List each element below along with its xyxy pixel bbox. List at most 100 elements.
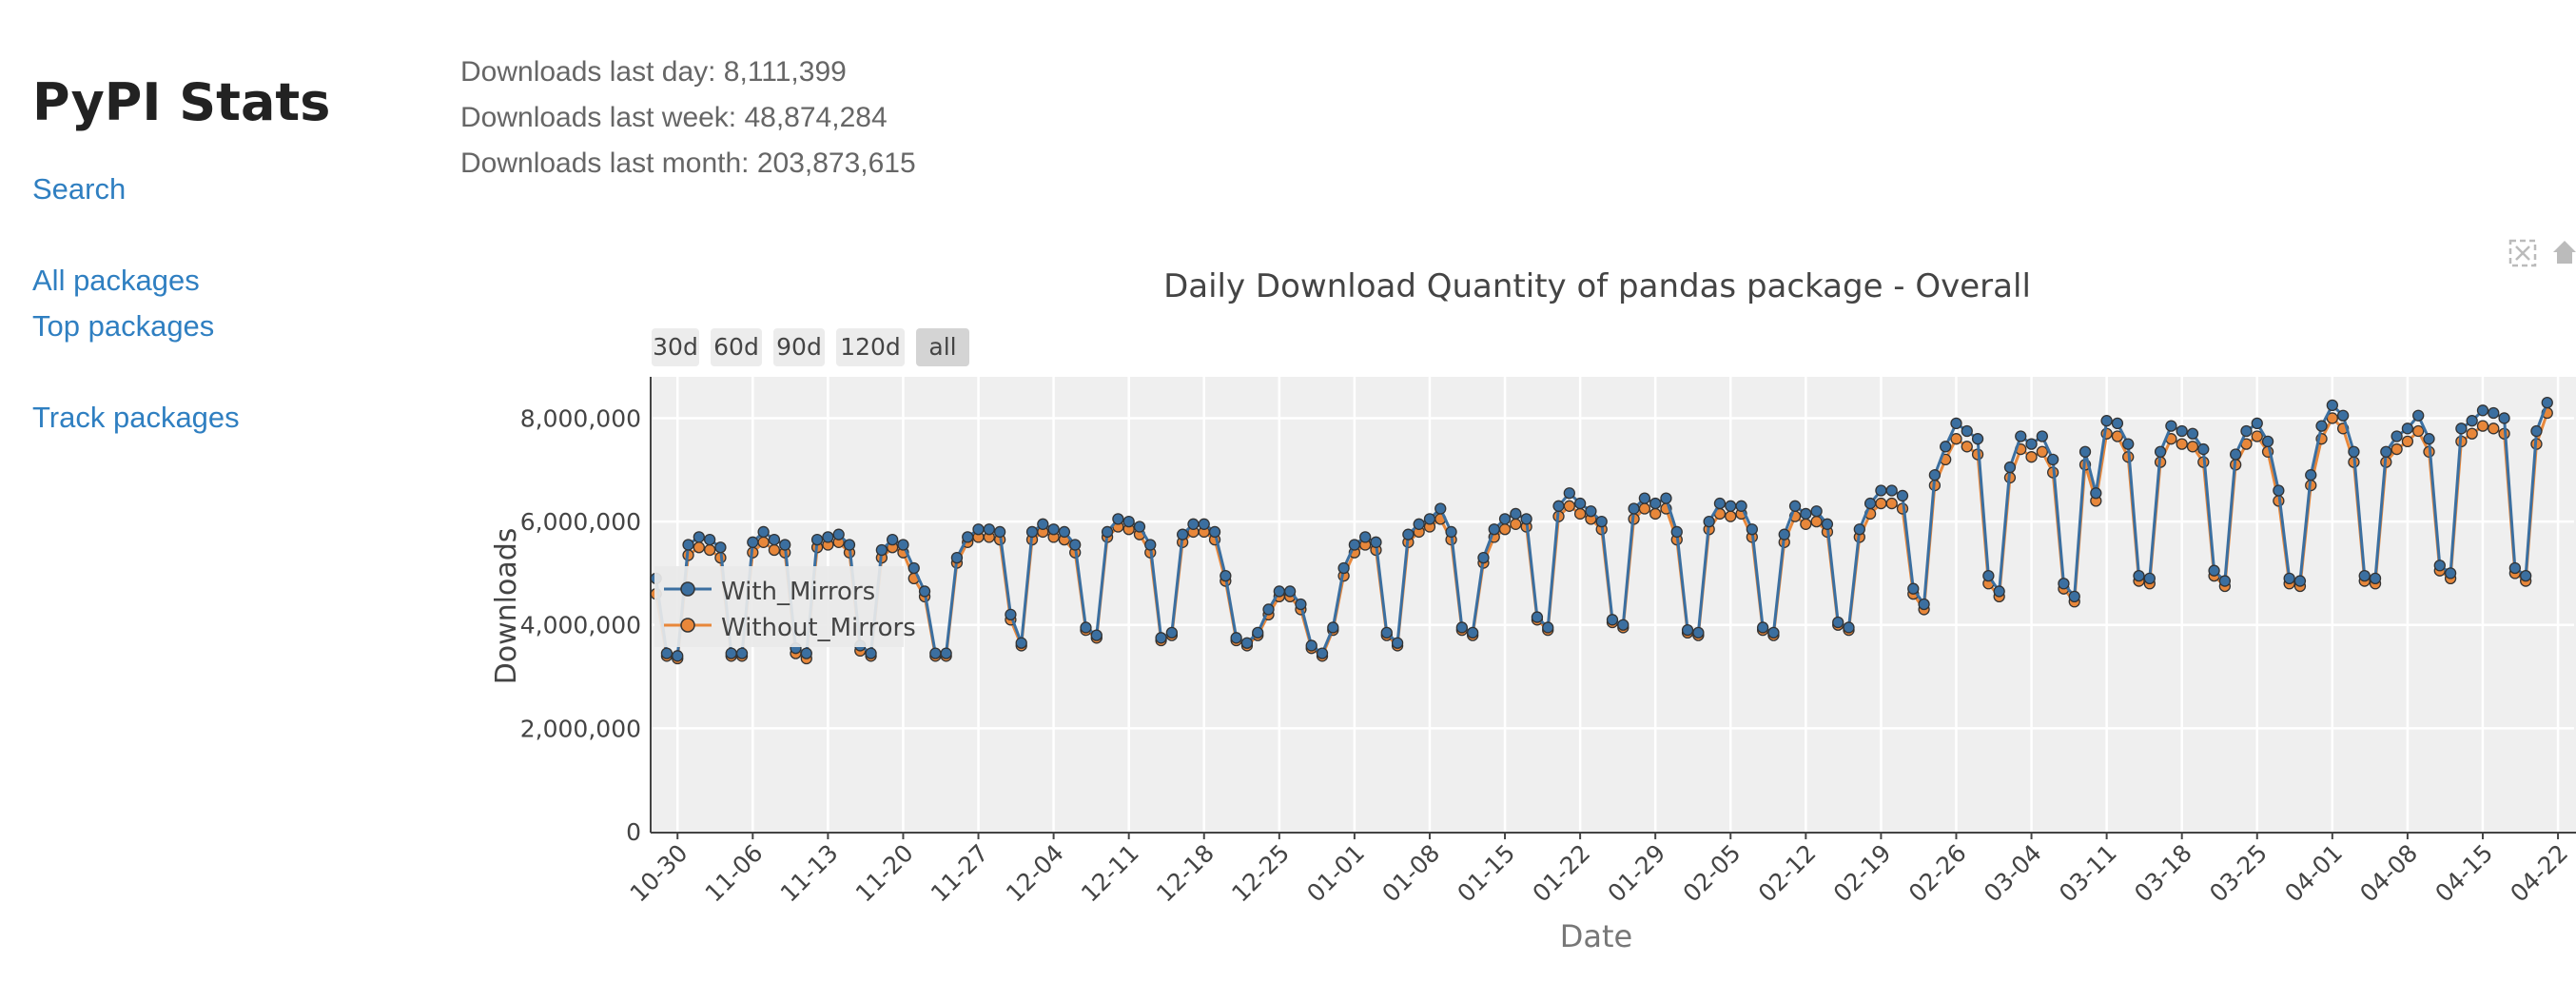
data-point-with-mirrors[interactable] xyxy=(2090,487,2102,500)
data-point-without-mirrors[interactable] xyxy=(2036,445,2048,458)
legend-item-without-mirrors[interactable]: Without_Mirrors xyxy=(664,614,916,642)
data-point-with-mirrors[interactable] xyxy=(1940,441,1952,453)
data-point-with-mirrors[interactable] xyxy=(887,533,899,546)
data-point-with-mirrors[interactable] xyxy=(1703,515,1715,528)
data-point-without-mirrors[interactable] xyxy=(1510,518,1522,530)
data-point-with-mirrors[interactable] xyxy=(1488,523,1500,536)
data-point-with-mirrors[interactable] xyxy=(682,539,694,551)
data-point-with-mirrors[interactable] xyxy=(1510,507,1522,521)
data-point-with-mirrors[interactable] xyxy=(2100,415,2113,427)
data-point-with-mirrors[interactable] xyxy=(1295,598,1307,611)
data-point-with-mirrors[interactable] xyxy=(1928,469,1942,481)
data-point-with-mirrors[interactable] xyxy=(1993,585,2005,598)
data-point-with-mirrors[interactable] xyxy=(1971,433,1984,445)
data-point-with-mirrors[interactable] xyxy=(1391,637,1404,649)
data-point-with-mirrors[interactable] xyxy=(1950,417,1962,430)
data-point-with-mirrors[interactable] xyxy=(2348,445,2360,458)
range-button-120d[interactable]: 120d xyxy=(836,328,905,366)
data-point-with-mirrors[interactable] xyxy=(1800,507,1812,521)
data-point-with-mirrors[interactable] xyxy=(2444,567,2457,580)
data-point-with-mirrors[interactable] xyxy=(1918,598,1930,611)
data-point-without-mirrors[interactable] xyxy=(2391,442,2403,456)
data-point-without-mirrors[interactable] xyxy=(2176,438,2188,450)
data-point-with-mirrors[interactable] xyxy=(2476,404,2489,417)
data-point-with-mirrors[interactable] xyxy=(1961,424,1973,438)
data-point-with-mirrors[interactable] xyxy=(1080,621,1092,634)
data-point-with-mirrors[interactable] xyxy=(747,536,759,548)
data-point-with-mirrors[interactable] xyxy=(768,533,781,546)
data-point-with-mirrors[interactable] xyxy=(672,650,684,662)
data-point-with-mirrors[interactable] xyxy=(2015,430,2027,442)
data-point-with-mirrors[interactable] xyxy=(1015,637,1027,649)
data-point-with-mirrors[interactable] xyxy=(1122,515,1135,528)
data-point-with-mirrors[interactable] xyxy=(2197,442,2210,456)
data-point-with-mirrors[interactable] xyxy=(1885,484,1898,497)
data-point-with-mirrors[interactable] xyxy=(757,525,770,539)
data-point-with-mirrors[interactable] xyxy=(897,539,909,551)
data-point-with-mirrors[interactable] xyxy=(2520,569,2532,582)
data-point-with-mirrors[interactable] xyxy=(1037,518,1049,530)
range-button-90d[interactable]: 90d xyxy=(773,328,825,366)
data-point-with-mirrors[interactable] xyxy=(929,647,942,659)
data-point-with-mirrors[interactable] xyxy=(1337,561,1350,575)
data-point-without-mirrors[interactable] xyxy=(1800,518,1812,530)
data-point-with-mirrors[interactable] xyxy=(1155,632,1167,644)
data-point-with-mirrors[interactable] xyxy=(1455,621,1469,634)
data-point-without-mirrors[interactable] xyxy=(768,543,781,557)
nav-link-top-packages[interactable]: Top packages xyxy=(32,309,215,344)
data-point-with-mirrors[interactable] xyxy=(1832,616,1844,629)
data-point-with-mirrors[interactable] xyxy=(2412,409,2425,422)
data-point-without-mirrors[interactable] xyxy=(1725,510,1737,522)
data-point-with-mirrors[interactable] xyxy=(735,647,749,659)
data-point-with-mirrors[interactable] xyxy=(1660,492,1672,504)
data-point-with-mirrors[interactable] xyxy=(1220,569,1232,582)
data-point-with-mirrors[interactable] xyxy=(983,523,995,536)
data-point-with-mirrors[interactable] xyxy=(1005,608,1017,621)
data-point-with-mirrors[interactable] xyxy=(2466,415,2478,427)
data-point-with-mirrors[interactable] xyxy=(2058,578,2070,590)
data-point-with-mirrors[interactable] xyxy=(2423,433,2435,445)
data-point-with-mirrors[interactable] xyxy=(2251,417,2263,430)
data-point-with-mirrors[interactable] xyxy=(1767,626,1780,639)
data-point-with-mirrors[interactable] xyxy=(1069,539,1082,551)
data-point-with-mirrors[interactable] xyxy=(1187,518,1200,530)
data-point-with-mirrors[interactable] xyxy=(1520,513,1532,525)
data-point-with-mirrors[interactable] xyxy=(1595,515,1608,528)
data-point-with-mirrors[interactable] xyxy=(1477,551,1490,564)
data-point-with-mirrors[interactable] xyxy=(2143,572,2156,584)
data-point-with-mirrors[interactable] xyxy=(1531,611,1544,623)
data-point-with-mirrors[interactable] xyxy=(865,647,877,659)
data-point-with-mirrors[interactable] xyxy=(2455,422,2468,435)
autoscale-icon[interactable] xyxy=(2508,239,2537,267)
data-point-with-mirrors[interactable] xyxy=(1359,531,1372,543)
data-point-without-mirrors[interactable] xyxy=(1573,507,1587,521)
data-point-without-mirrors[interactable] xyxy=(1498,523,1512,536)
data-point-with-mirrors[interactable] xyxy=(660,647,673,659)
data-point-with-mirrors[interactable] xyxy=(1843,621,1855,634)
data-point-with-mirrors[interactable] xyxy=(1573,497,1587,510)
data-point-with-mirrors[interactable] xyxy=(1380,626,1393,639)
data-point-with-mirrors[interactable] xyxy=(1047,523,1060,536)
data-point-with-mirrors[interactable] xyxy=(2240,424,2253,438)
data-point-with-mirrors[interactable] xyxy=(1283,585,1297,598)
data-point-with-mirrors[interactable] xyxy=(1735,500,1747,512)
data-point-without-mirrors[interactable] xyxy=(1875,497,1887,510)
data-point-without-mirrors[interactable] xyxy=(703,543,716,557)
data-point-with-mirrors[interactable] xyxy=(832,528,845,540)
data-point-with-mirrors[interactable] xyxy=(693,531,705,543)
data-point-with-mirrors[interactable] xyxy=(1875,484,1887,497)
data-point-with-mirrors[interactable] xyxy=(2025,438,2038,450)
data-point-with-mirrors[interactable] xyxy=(1670,525,1683,539)
data-point-with-mirrors[interactable] xyxy=(1896,489,1909,502)
data-point-without-mirrors[interactable] xyxy=(1885,497,1898,510)
data-point-with-mirrors[interactable] xyxy=(2261,435,2274,448)
data-point-with-mirrors[interactable] xyxy=(1273,585,1285,598)
data-point-without-mirrors[interactable] xyxy=(2251,430,2263,442)
data-point-with-mirrors[interactable] xyxy=(950,551,964,564)
data-point-with-mirrors[interactable] xyxy=(1606,614,1619,626)
data-point-without-mirrors[interactable] xyxy=(2488,422,2500,435)
data-point-with-mirrors[interactable] xyxy=(2230,448,2242,461)
data-point-with-mirrors[interactable] xyxy=(1413,518,1425,530)
data-point-with-mirrors[interactable] xyxy=(1649,497,1662,510)
data-point-without-mirrors[interactable] xyxy=(1810,515,1823,528)
